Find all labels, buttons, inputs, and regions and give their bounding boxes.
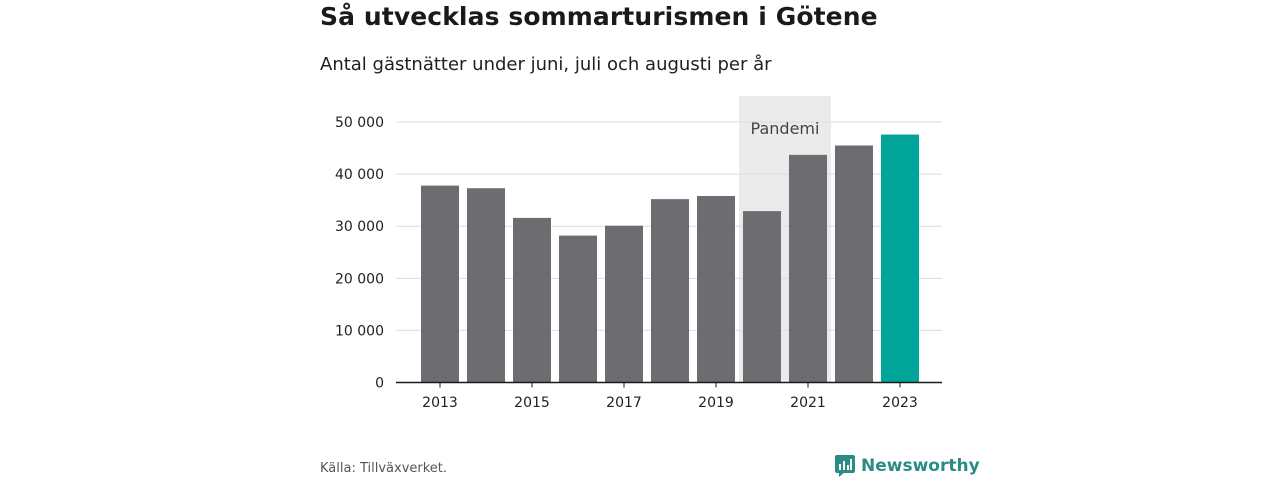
- bar-2015: [513, 217, 551, 383]
- newsworthy-logo-icon: [835, 455, 855, 477]
- brand-name: Newsworthy: [861, 456, 980, 476]
- x-tick-label: 2015: [514, 395, 550, 411]
- bar-2013: [421, 185, 459, 383]
- chart-title: Så utvecklas sommarturismen i Götene: [320, 2, 878, 31]
- bar-2021: [789, 154, 827, 383]
- bar-2023: [881, 134, 919, 383]
- x-tick-label: 2017: [606, 395, 642, 411]
- bar-2022: [835, 145, 873, 383]
- x-tick-label: 2013: [422, 395, 458, 411]
- bar-chart: Pandemi 0 10 000 20 000 30 000 40 000 50 000 20…: [335, 96, 942, 411]
- bar-2016: [559, 235, 597, 383]
- bar-2018: [651, 199, 689, 383]
- bar-2020: [743, 211, 781, 383]
- chart-subtitle: Antal gästnätter under juni, juli och au…: [320, 54, 772, 75]
- x-tick-label: 2019: [698, 395, 734, 411]
- bar-2017: [605, 225, 643, 383]
- y-tick-label: 30 000: [335, 219, 384, 235]
- source-note: Källa: Tillväxverket.: [320, 461, 448, 476]
- x-tick-label: 2021: [790, 395, 826, 411]
- y-tick-label: 0: [375, 376, 384, 392]
- bar-2019: [697, 196, 735, 383]
- pandemic-band-label: Pandemi: [751, 119, 820, 138]
- brand-logo: Newsworthy: [835, 455, 980, 477]
- y-tick-label: 10 000: [335, 323, 384, 339]
- x-tick-label: 2023: [882, 395, 918, 411]
- bar-2014: [467, 188, 505, 383]
- y-tick-label: 40 000: [335, 167, 384, 183]
- y-tick-label: 50 000: [335, 115, 384, 131]
- y-tick-label: 20 000: [335, 271, 384, 287]
